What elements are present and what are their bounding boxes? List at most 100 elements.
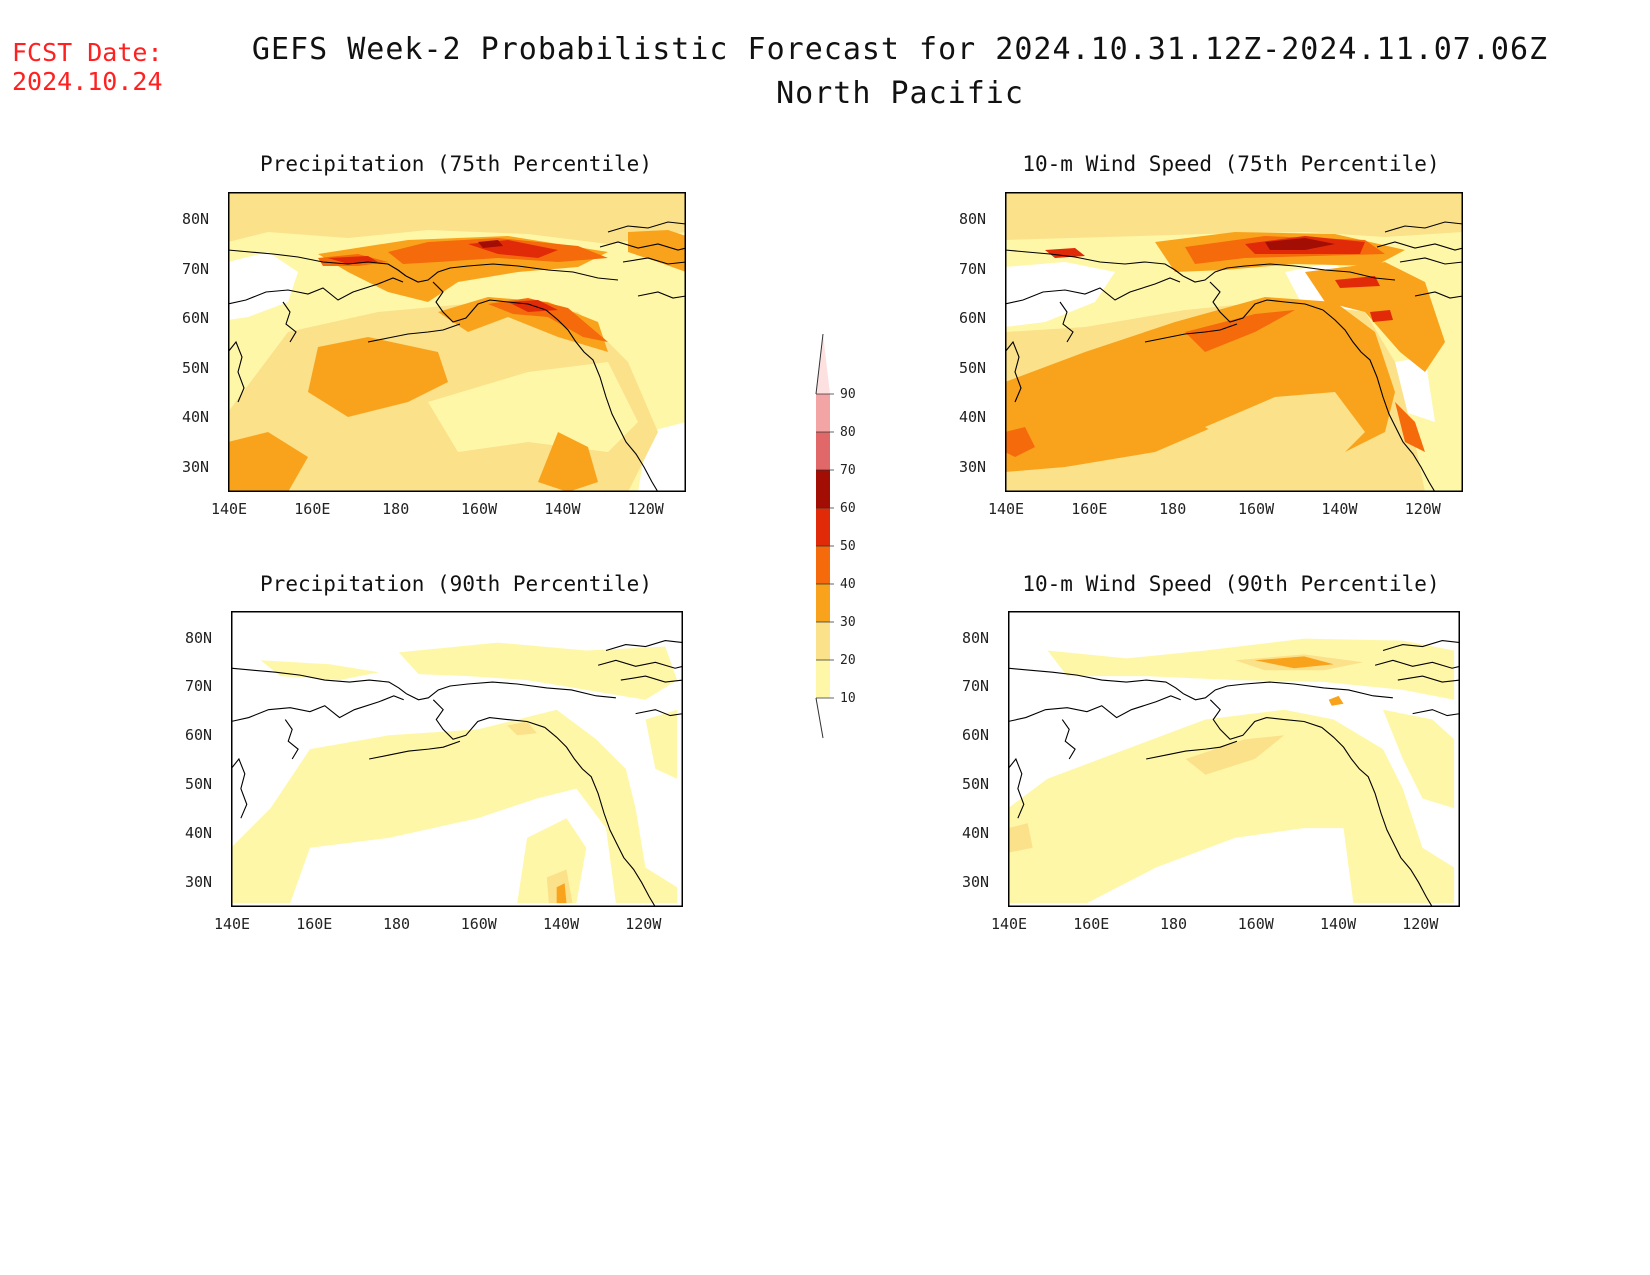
- coastline-segment: [1005, 342, 1021, 402]
- coastline-segment: [636, 710, 683, 716]
- lat-tick-label: 80N: [959, 210, 987, 228]
- map-frame: [231, 611, 683, 907]
- coastline-segment: [1183, 264, 1395, 282]
- contour-40-50: [1185, 310, 1295, 352]
- lon-tick-label: 120W: [1402, 915, 1439, 933]
- coastline-segment: [285, 720, 298, 759]
- lon-tick-label: 140E: [987, 500, 1025, 518]
- coastline-segment: [608, 222, 686, 232]
- coastline-segment: [433, 700, 545, 739]
- coastline-segment: [546, 310, 658, 492]
- lon-tick-label: 140E: [210, 500, 248, 518]
- colorbar-segment: [816, 508, 830, 546]
- colorbar-label: 70: [840, 463, 856, 478]
- colorbar-label: 10: [840, 691, 856, 706]
- coastline-segment: [1210, 282, 1323, 322]
- colorbar-triangle-bottom: [816, 698, 830, 738]
- contour-10-20: [260, 660, 379, 681]
- colorbar-segment: [816, 394, 830, 432]
- lon-tick-label: 160E: [1073, 915, 1110, 933]
- coastline-segment: [621, 676, 683, 682]
- lat-tick-label: 60N: [959, 309, 987, 327]
- lat-tick-label: 30N: [185, 872, 213, 891]
- lat-tick-label: 80N: [962, 628, 990, 647]
- coastline-segment: [1145, 324, 1237, 342]
- colorbar-segment: [816, 470, 830, 508]
- lat-tick-label: 30N: [959, 457, 987, 476]
- colorbar-label: 20: [840, 653, 856, 668]
- colorbar-segment: [816, 622, 830, 660]
- contour-20-30: [1185, 735, 1285, 775]
- map-frame: [228, 192, 686, 492]
- lat-tick-label: 70N: [182, 259, 210, 278]
- lat-tick-label: 80N: [182, 210, 210, 228]
- coastline-segment: [638, 292, 686, 298]
- contour-10-20: [1047, 638, 1455, 700]
- coastline-segment: [1375, 660, 1460, 668]
- lon-tick-label: 160W: [1237, 915, 1274, 933]
- lon-tick-label: 140E: [213, 915, 251, 933]
- coastline-segment: [283, 302, 296, 342]
- forecast-date-block: FCST Date: 2024.10.24: [12, 38, 163, 96]
- forecast-date-value: 2024.10.24: [12, 67, 163, 96]
- map-precip90: [231, 611, 683, 907]
- contour-40-50: [1395, 402, 1425, 452]
- forecast-date-label: FCST Date:: [12, 38, 163, 67]
- panel-title-wind75: 10-m Wind Speed (75th Percentile): [1022, 152, 1440, 176]
- coastline-segment: [231, 668, 407, 694]
- coastline-segment: [600, 242, 686, 250]
- coastline-segment: [1413, 710, 1460, 716]
- colorbar-label: 50: [840, 539, 856, 554]
- lat-tick-label: 60N: [962, 726, 990, 745]
- lat-tick-label: 50N: [962, 775, 990, 794]
- contour-40-50: [1005, 427, 1035, 457]
- contour-20-30: [1205, 392, 1365, 462]
- coastline-segment: [1008, 696, 1181, 722]
- contour-10-20: [517, 818, 587, 904]
- contour-10-20: [645, 709, 678, 779]
- coastline-segment: [1062, 720, 1075, 759]
- contour-20-30: [507, 721, 537, 736]
- coastline-segment: [1008, 668, 1184, 694]
- blank-area: [1005, 262, 1115, 327]
- colorbar: [815, 334, 834, 739]
- lat-tick-label: 50N: [959, 358, 987, 377]
- lon-tick-label: 160W: [461, 500, 498, 518]
- coastline-segment: [623, 258, 686, 264]
- lat-tick-label: 40N: [962, 824, 990, 842]
- contour-60-70: [1265, 238, 1335, 250]
- contour-30-40: [1005, 297, 1395, 472]
- lat-tick-label: 40N: [959, 408, 987, 426]
- contour-60-70: [478, 240, 503, 248]
- contour-30-40: [228, 432, 308, 492]
- blank-area: [228, 252, 298, 320]
- coastline-segment: [228, 342, 244, 402]
- coastline-segment: [1060, 302, 1073, 342]
- contour-50-60: [1335, 276, 1380, 288]
- contour-30-40: [538, 432, 598, 492]
- coastline: [231, 641, 683, 907]
- lon-tick-label: 140E: [990, 915, 1028, 933]
- colorbar-label: 90: [840, 387, 856, 402]
- coastline: [228, 222, 686, 492]
- contour-10-20: [1383, 709, 1455, 809]
- coastline-segment: [1005, 278, 1180, 304]
- coastline: [1005, 222, 1463, 492]
- coastline-segment: [1377, 242, 1463, 250]
- contour-20-30: [1005, 192, 1463, 240]
- lon-tick-label: 180: [1159, 915, 1188, 933]
- coastline-segment: [1398, 676, 1460, 682]
- lat-tick-label: 60N: [185, 726, 213, 745]
- coastline-segment: [407, 682, 616, 700]
- lon-tick-label: 140W: [544, 500, 581, 518]
- coastline-segment: [1210, 700, 1322, 739]
- contour-30-40: [1328, 695, 1344, 706]
- lon-tick-label: 120W: [625, 915, 662, 933]
- lon-tick-label: 120W: [627, 500, 664, 518]
- lon-tick-label: 160W: [460, 915, 497, 933]
- colorbar-label: 40: [840, 577, 856, 592]
- coastline-segment: [1415, 292, 1463, 298]
- colorbar-segment: [816, 432, 830, 470]
- colorbar-triangle-top: [816, 334, 830, 394]
- lat-tick-label: 70N: [185, 677, 213, 696]
